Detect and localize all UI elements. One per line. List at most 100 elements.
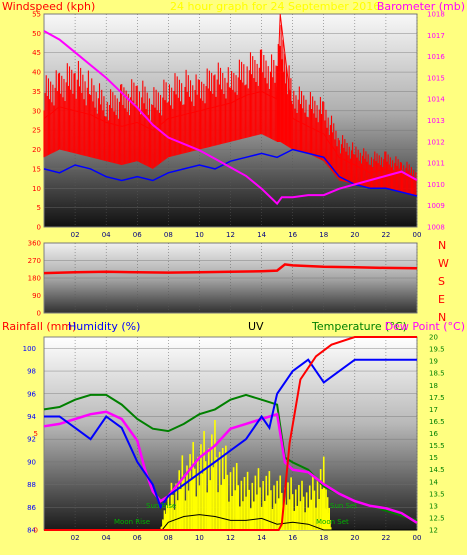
- barometer-axis-label: Barometer (mb): [377, 0, 465, 13]
- barometer-tick-label: 1008: [427, 224, 445, 232]
- x-tick-label: 20: [350, 534, 359, 542]
- x-tick-label: 10: [195, 534, 204, 542]
- humidity-tick-label: 84: [27, 527, 36, 535]
- x-tick-label: 00: [413, 231, 422, 239]
- compass-label: N: [438, 311, 446, 324]
- x-tick-label: 16: [288, 231, 297, 239]
- graph-title: 24 hour graph for 24 September 2016: [170, 0, 380, 13]
- direction-tick-label: 0: [37, 310, 41, 318]
- x-tick-label: 04: [102, 231, 111, 239]
- barometer-tick-label: 1017: [427, 32, 445, 40]
- rainfall-axis-label: Rainfall (mm): [2, 320, 76, 333]
- temperature-tick-label: 17: [429, 406, 438, 414]
- barometer-tick-label: 1013: [427, 117, 445, 125]
- windspeed-axis-label: Windspeed (kph): [2, 0, 95, 13]
- direction-tick-label: 360: [28, 240, 41, 248]
- temperature-tick-label: 13.5: [429, 490, 445, 498]
- windspeed-tick-label: 20: [32, 146, 41, 154]
- direction-tick-label: 90: [32, 292, 41, 300]
- temperature-tick-label: 18.5: [429, 370, 445, 378]
- windspeed-tick-label: 15: [32, 165, 41, 173]
- x-tick-label: 14: [257, 231, 266, 239]
- windspeed-tick-label: 40: [32, 69, 41, 77]
- direction-tick-label: 180: [28, 275, 41, 283]
- windspeed-tick-label: 45: [32, 49, 41, 57]
- barometer-tick-label: 1016: [427, 53, 445, 61]
- x-tick-label: 22: [381, 231, 390, 239]
- barometer-tick-label: 1012: [427, 138, 445, 146]
- x-tick-label: 08: [164, 231, 173, 239]
- compass-label: N: [438, 239, 446, 252]
- wind-direction-grid: [44, 242, 418, 314]
- rainfall-tick-label: 5: [34, 430, 38, 438]
- temperature-tick-label: 19: [429, 358, 438, 366]
- humidity-tick-label: 86: [27, 504, 36, 512]
- temperature-axis-label: Temperature (°C): [311, 320, 407, 333]
- x-tick-label: 18: [319, 534, 328, 542]
- temperature-tick-label: 12.5: [429, 514, 445, 522]
- windspeed-tick-label: 10: [32, 185, 41, 193]
- humidity-tick-label: 100: [23, 345, 36, 353]
- windspeed-tick-label: 50: [32, 30, 41, 38]
- temperature-tick-label: 12: [429, 527, 438, 535]
- gust-line: [43, 13, 418, 181]
- x-tick-label: 04: [102, 534, 111, 542]
- temperature-tick-label: 17.5: [429, 394, 445, 402]
- humidity-tick-label: 96: [27, 390, 36, 398]
- barometer-tick-label: 1011: [427, 160, 445, 168]
- wind-direction-series: [43, 263, 418, 275]
- temperature-tick-label: 15.5: [429, 442, 445, 450]
- humidity-tick-label: 92: [27, 436, 36, 444]
- humidity-tick-label: 94: [27, 413, 36, 421]
- humidity-tick-label: 90: [27, 458, 36, 466]
- windspeed-tick-label: 30: [32, 107, 41, 115]
- temperature-tick-label: 13: [429, 502, 438, 510]
- x-tick-label: 02: [71, 231, 80, 239]
- moon-rise-label: Moon Rise: [114, 518, 150, 526]
- temperature-tick-label: 20: [429, 334, 438, 342]
- temperature-tick-label: 15: [429, 454, 438, 462]
- compass-label: E: [438, 293, 445, 306]
- barometer-tick-label: 1018: [427, 11, 445, 19]
- barometer-tick-label: 1014: [427, 96, 445, 104]
- x-tick-label: 06: [133, 534, 142, 542]
- x-tick-label: 14: [257, 534, 266, 542]
- x-tick-label: 22: [381, 534, 390, 542]
- temperature-tick-label: 19.5: [429, 346, 445, 354]
- temperature-tick-label: 18: [429, 382, 438, 390]
- wind-pressure-series: [43, 13, 418, 206]
- windspeed-tick-label: 35: [32, 88, 41, 96]
- compass-label: S: [438, 275, 445, 288]
- sun-set-label: Sun Set: [330, 502, 357, 510]
- dewpoint-line: [43, 410, 418, 524]
- rain-temp-series: [43, 336, 418, 531]
- windspeed-tick-label: 55: [32, 11, 41, 19]
- sun-rise-label: Sun Rise: [146, 502, 176, 510]
- temperature-tick-label: 16.5: [429, 418, 445, 426]
- rain-temp-ticks: 84 86 88 90 92 94 96 98 10 00 5 12 12.5 13 13.5 14 14.5 1…: [23, 334, 445, 543]
- moon-set-label: Moon Set: [316, 518, 349, 526]
- humidity-axis-label: Humidity (%): [68, 320, 140, 333]
- uv-line: [44, 514, 417, 531]
- humidity-line: [44, 358, 417, 510]
- temperature-tick-label: 16: [429, 430, 438, 438]
- pressure-line: [43, 30, 418, 206]
- compass-label: W: [438, 257, 449, 270]
- temperature-tick-label: 14.5: [429, 466, 445, 474]
- uv-axis-label: UV: [248, 320, 264, 333]
- x-tick-label: 00: [413, 534, 422, 542]
- wind-direction-ticks: 0 90 180 270 360: [28, 240, 41, 318]
- rainfall-line: [44, 336, 417, 531]
- x-tick-label: 18: [319, 231, 328, 239]
- barometer-tick-label: 1015: [427, 74, 445, 82]
- dewpoint-axis-label: Dew Point (°C): [385, 320, 465, 333]
- wind-pressure-ticks: 0510152025303540455055100810091010101110…: [32, 11, 445, 240]
- temperature-tick-label: 14: [429, 478, 438, 486]
- humidity-tick-label: 98: [27, 368, 36, 376]
- x-tick-label: 08: [164, 534, 173, 542]
- barometer-tick-label: 1010: [427, 181, 445, 189]
- x-tick-label: 10: [195, 231, 204, 239]
- humidity-tick-label: 88: [27, 481, 36, 489]
